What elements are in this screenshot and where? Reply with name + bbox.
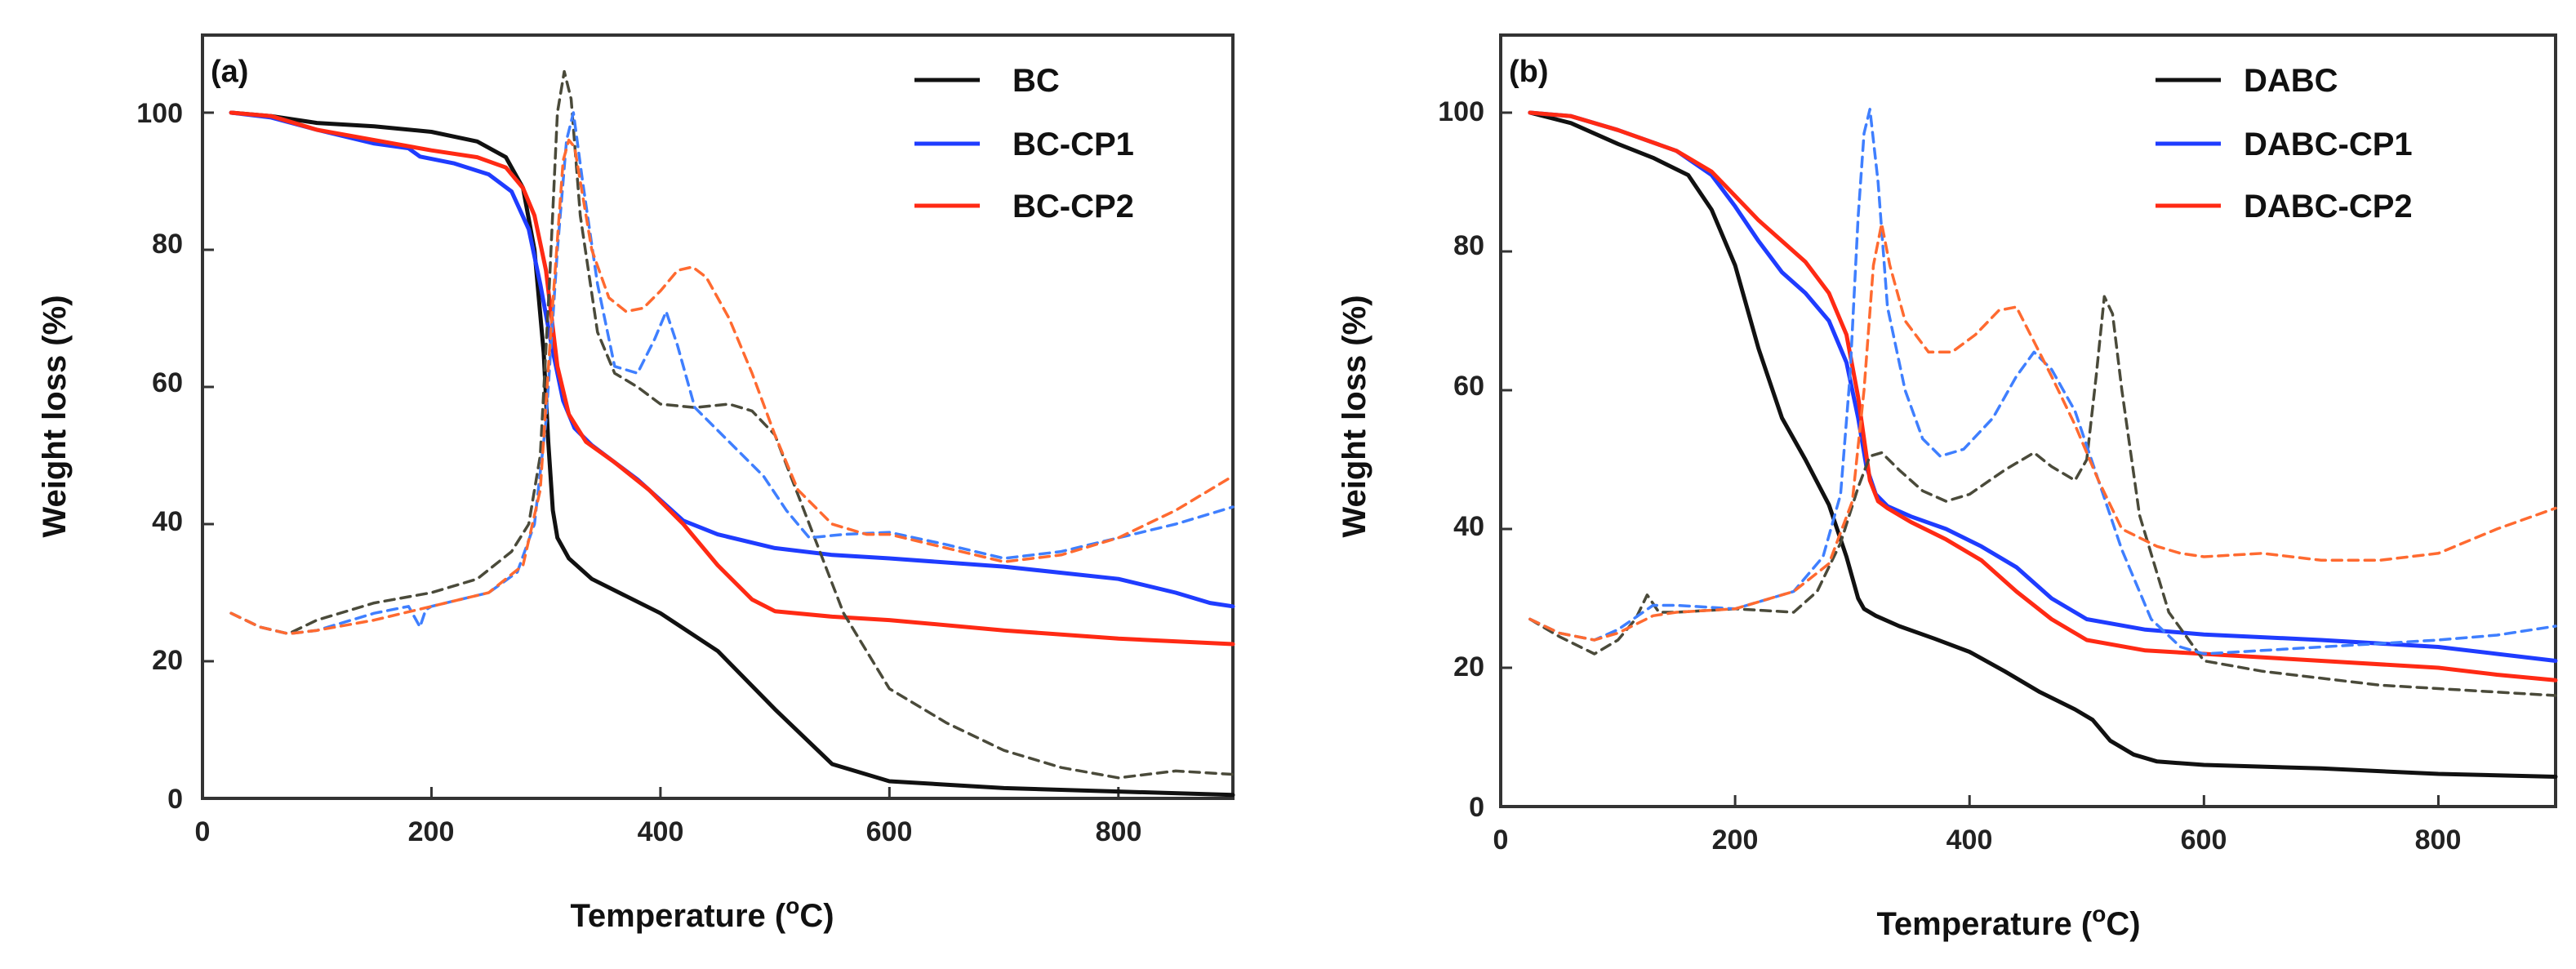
- series-line-bc: [229, 110, 1235, 798]
- y-tick-label-b-80: 80: [1453, 230, 1484, 261]
- series-line-bc-cp2: [229, 110, 1235, 647]
- x-tick-label-b-0: 0: [1493, 825, 1509, 856]
- x-axis-title-b: Temperature (oC): [1876, 901, 2140, 942]
- y-tick-label-b-20: 20: [1453, 651, 1484, 682]
- x-tick-label-a-200: 200: [408, 816, 455, 847]
- y-tick-label-a-20: 20: [152, 645, 183, 676]
- panel-a: 0 20 40 60 80 100 0 200 400 600 800 Weig…: [37, 33, 1235, 934]
- y-tick-label-a-40: 40: [152, 506, 183, 537]
- y-tick-label-b-40: 40: [1453, 511, 1484, 542]
- legend-label-dabc: DABC: [2244, 63, 2338, 99]
- y-tick-label-a-60: 60: [152, 367, 183, 398]
- legend-b: DABC DABC-CP1 DABC-CP2: [2156, 63, 2413, 224]
- y-tick-label-b-100: 100: [1438, 96, 1484, 127]
- x-axis-title-a-unit: C): [799, 898, 834, 934]
- y-tick-label-a-80: 80: [152, 229, 183, 260]
- x-axis-title-b-main: Temperature (: [1876, 906, 2092, 942]
- series-line-dabc-cp2: [1528, 110, 2558, 682]
- x-tick-label-a-0: 0: [195, 816, 211, 847]
- x-tick-label-b-600: 600: [2181, 825, 2227, 856]
- legend-a: BC BC-CP1 BC-CP2: [914, 63, 1134, 224]
- ticks-a: [201, 111, 1120, 800]
- x-tick-label-a-400: 400: [638, 816, 684, 847]
- legend-label-bc-cp2: BC-CP2: [1012, 189, 1134, 224]
- legend-label-dabc-cp2: DABC-CP2: [2244, 189, 2413, 224]
- legend-label-bc-cp1: BC-CP1: [1012, 127, 1134, 162]
- series-line-bc-cp1-dtg: [229, 111, 1235, 636]
- series-line-dabc: [1528, 110, 2558, 779]
- y-tick-label-b-0: 0: [1469, 792, 1484, 823]
- plot-frame-a: [201, 33, 1235, 800]
- panel-label-a: (a): [211, 55, 248, 89]
- x-axis-title-b-degree: o: [2092, 901, 2106, 927]
- plot-frame-b: [1499, 33, 2557, 808]
- x-tick-label-a-600: 600: [866, 816, 913, 847]
- x-axis-title-a-degree: o: [785, 893, 799, 918]
- x-axis-title-b-unit: C): [2106, 906, 2140, 942]
- y-tick-label-a-0: 0: [167, 784, 183, 815]
- series-line-dabc-dtg: [1528, 295, 2557, 697]
- y-axis-title-a: Weight loss (%): [37, 295, 73, 537]
- legend-label-dabc-cp1: DABC-CP1: [2244, 127, 2413, 162]
- x-tick-label-b-400: 400: [1946, 825, 1993, 856]
- x-axis-title-a: Temperature (oC): [570, 893, 834, 934]
- series-line-dabc-cp2-dtg: [1528, 222, 2557, 642]
- series-line-bc-cp2-dtg: [229, 138, 1235, 636]
- series-a: [229, 69, 1235, 798]
- panel-b: 0 20 40 60 80 100 0 200 400 600 800 Weig…: [1337, 33, 2558, 942]
- x-tick-label-a-800: 800: [1096, 816, 1142, 847]
- y-tick-label-b-60: 60: [1453, 371, 1484, 402]
- series-b: [1528, 108, 2558, 779]
- series-line-bc-dtg: [229, 69, 1235, 780]
- y-axis-title-b: Weight loss (%): [1337, 295, 1373, 537]
- x-axis-title-a-main: Temperature (: [570, 898, 785, 934]
- legend-label-bc: BC: [1012, 63, 1060, 99]
- ticks-b: [1499, 111, 2440, 808]
- x-tick-label-b-200: 200: [1712, 825, 1759, 856]
- series-line-bc-cp1: [229, 110, 1235, 609]
- series-line-dabc-cp1-dtg: [1528, 108, 2557, 656]
- y-tick-label-a-100: 100: [136, 98, 183, 129]
- panel-label-b: (b): [1509, 55, 1549, 89]
- x-tick-label-b-800: 800: [2415, 825, 2462, 856]
